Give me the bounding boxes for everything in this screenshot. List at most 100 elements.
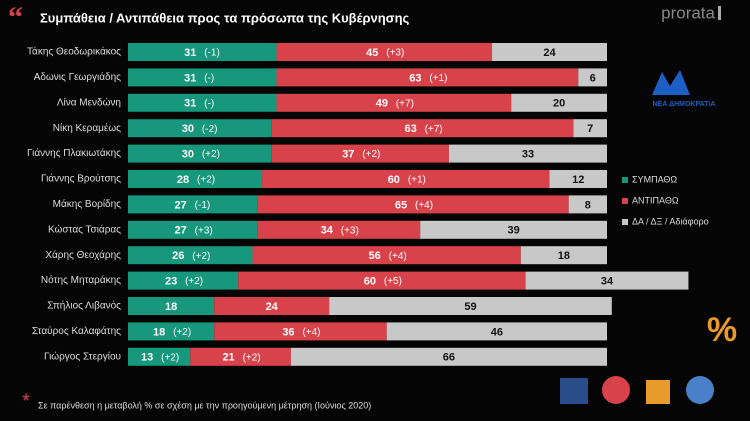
bar-segment	[276, 43, 493, 61]
category-label: Αδωνις Γεωργιάδης	[34, 71, 121, 83]
change-label: (+3)	[386, 48, 404, 59]
bar-segment	[290, 347, 607, 366]
category-label: Γιώργος Στεργίου	[44, 350, 121, 362]
category-label: Γιάννης Βρούτσης	[41, 173, 121, 185]
legend-label: ΑΝΤΙΠΑΘΩ	[632, 195, 679, 205]
category-label: Σπήλιος Λιβανός	[47, 300, 121, 312]
bar-segment	[549, 170, 607, 188]
value-label: 7	[587, 123, 593, 135]
bar-segment	[492, 43, 607, 61]
value-label: 33	[522, 149, 534, 161]
bar-segment	[276, 68, 579, 87]
value-label: 31	[184, 98, 196, 110]
value-label: 56	[369, 250, 381, 262]
value-label: 60	[388, 174, 400, 186]
bar-segment	[128, 246, 253, 265]
change-label: (+2)	[161, 352, 179, 363]
quote-icon: “	[8, 1, 23, 34]
category-label: Σταύρος Καλαφάτης	[32, 325, 121, 337]
bar-segment	[252, 246, 521, 265]
bar-segment	[257, 220, 421, 239]
bar-segment	[128, 297, 215, 315]
bar-segment	[238, 271, 526, 290]
change-label: (+2)	[362, 149, 380, 160]
icon	[646, 380, 670, 404]
value-label: 60	[364, 276, 376, 288]
bar-segment	[511, 93, 607, 112]
bar-segment	[525, 271, 689, 290]
bar-segment	[128, 220, 258, 239]
bar-segment	[128, 93, 277, 112]
bar-segment	[128, 119, 272, 138]
bar-segment	[214, 322, 387, 341]
change-label: (+2)	[243, 352, 261, 363]
legend-label: ΔΑ / ΔΞ / Αδιάφορο	[632, 216, 709, 226]
category-label: Μάκης Βορίδης	[53, 198, 122, 210]
value-label: 27	[175, 225, 187, 237]
value-label: 8	[585, 199, 591, 211]
value-label: 30	[182, 123, 194, 135]
bar-segment	[128, 322, 215, 341]
category-label: Τάκης Θεοδωρικάκος	[27, 46, 121, 58]
value-label: 49	[376, 98, 388, 110]
legend-swatch	[622, 177, 628, 183]
value-label: 18	[153, 326, 165, 338]
value-label: 6	[590, 72, 596, 84]
value-label: 65	[395, 199, 407, 211]
change-label: (-1)	[204, 48, 220, 59]
legend-label: ΣΥΜΠΑΘΩ	[632, 174, 677, 184]
value-label: 18	[558, 250, 570, 262]
bar-segment	[271, 144, 449, 163]
value-label: 31	[184, 72, 196, 84]
category-label: Χάρης Θεοχάρης	[45, 249, 121, 261]
bar-segment	[573, 119, 607, 138]
bar-segment	[448, 144, 607, 163]
category-label: Κώστας Τσιάρας	[48, 223, 121, 235]
bar-segment	[271, 119, 574, 138]
value-label: 12	[572, 174, 584, 186]
change-label: (+2)	[202, 149, 220, 160]
change-label: (+7)	[396, 98, 414, 109]
bar-segment	[190, 347, 291, 366]
change-label: (+2)	[197, 175, 215, 186]
asterisk: *	[22, 390, 30, 412]
bar-segment	[257, 195, 569, 214]
change-label: (+4)	[389, 251, 407, 262]
value-label: 21	[222, 352, 234, 364]
value-label: 30	[182, 149, 194, 161]
change-label: (+1)	[429, 73, 447, 84]
change-label: (-1)	[195, 200, 211, 211]
value-label: 13	[141, 352, 153, 364]
bar-segment	[128, 271, 239, 290]
change-label: (+5)	[384, 276, 402, 287]
value-label: 34	[601, 276, 614, 288]
logo: ΝΕΑ ΔΗΜΟΚΡΑΤΙΑ	[652, 70, 715, 108]
change-label: (+2)	[192, 251, 210, 262]
icon	[602, 376, 630, 404]
bar-segment	[386, 322, 607, 341]
change-label: (+4)	[302, 327, 320, 338]
icons	[560, 376, 714, 404]
icon	[686, 376, 714, 404]
change-label: (+2)	[185, 276, 203, 287]
footnote: Σε παρένθεση η μεταβολή % σε σχέση με τη…	[38, 400, 371, 410]
value-label: 59	[464, 301, 476, 313]
bar-segment	[128, 68, 277, 87]
bar-segment	[128, 195, 258, 214]
bar-segment	[578, 68, 607, 87]
value-label: 37	[342, 149, 354, 161]
change-label: (+3)	[341, 225, 359, 236]
percent-icon: %	[707, 311, 737, 349]
value-label: 36	[282, 326, 294, 338]
brand-mark	[718, 6, 721, 20]
value-label: 31	[184, 47, 196, 59]
legend-swatch	[622, 219, 628, 225]
legend-swatch	[622, 198, 628, 204]
value-label: 63	[404, 123, 416, 135]
category-label: Λίνα Μενδώνη	[57, 96, 121, 108]
value-label: 66	[443, 352, 455, 364]
change-label: (-)	[204, 98, 214, 109]
change-label: (+7)	[425, 124, 443, 135]
